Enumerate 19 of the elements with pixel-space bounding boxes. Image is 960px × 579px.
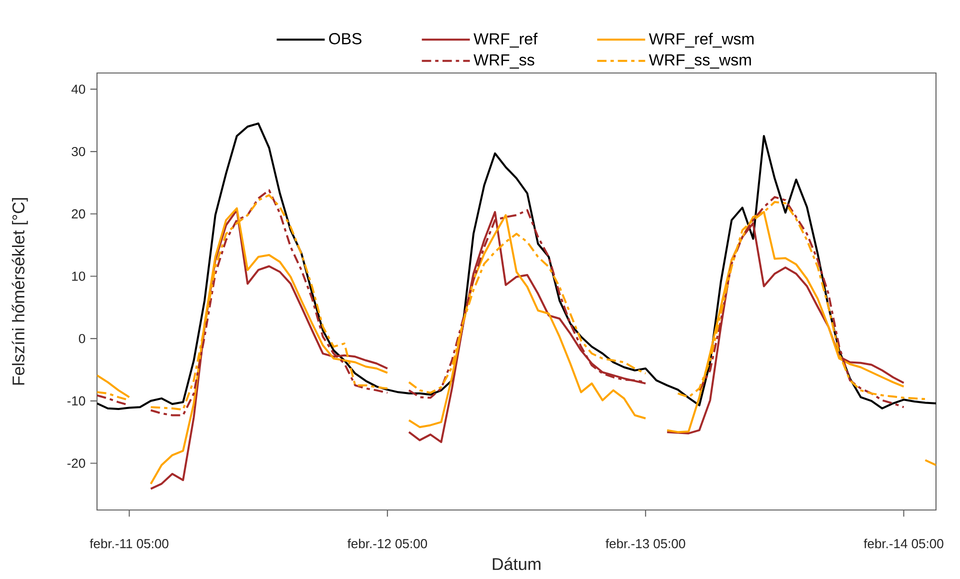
legend-label: WRF_ss [474, 54, 534, 69]
legend-label: WRF_ss_wsm [648, 54, 751, 69]
y-tick-label: 40 [71, 84, 86, 94]
legend-label: WRF_ref [474, 32, 538, 48]
y-tick-label: 0 [78, 334, 86, 344]
y-tick-label: -10 [67, 396, 86, 406]
x-tick-label: febr.-11 05:00 [90, 538, 168, 548]
y-tick-label: 20 [72, 209, 86, 218]
line-series [97, 122, 936, 410]
x-tick-label: febr.-14 05:00 [864, 538, 944, 548]
y-tick-label: -20 [67, 458, 86, 468]
y-tick-label: 30 [72, 146, 86, 156]
x-axis-title: Dátum [492, 557, 540, 570]
legend-label: OBS [329, 33, 362, 44]
legend-label: WRF_ref_wsm [648, 32, 754, 48]
x-tick-label: febr.-13 05:00 [606, 538, 686, 548]
y-axis-title: Felszíni hőmérséklet [°C] [12, 198, 28, 385]
x-tick-label: febr.-12 05:00 [348, 538, 428, 548]
y-tick-label: 10 [72, 272, 86, 281]
